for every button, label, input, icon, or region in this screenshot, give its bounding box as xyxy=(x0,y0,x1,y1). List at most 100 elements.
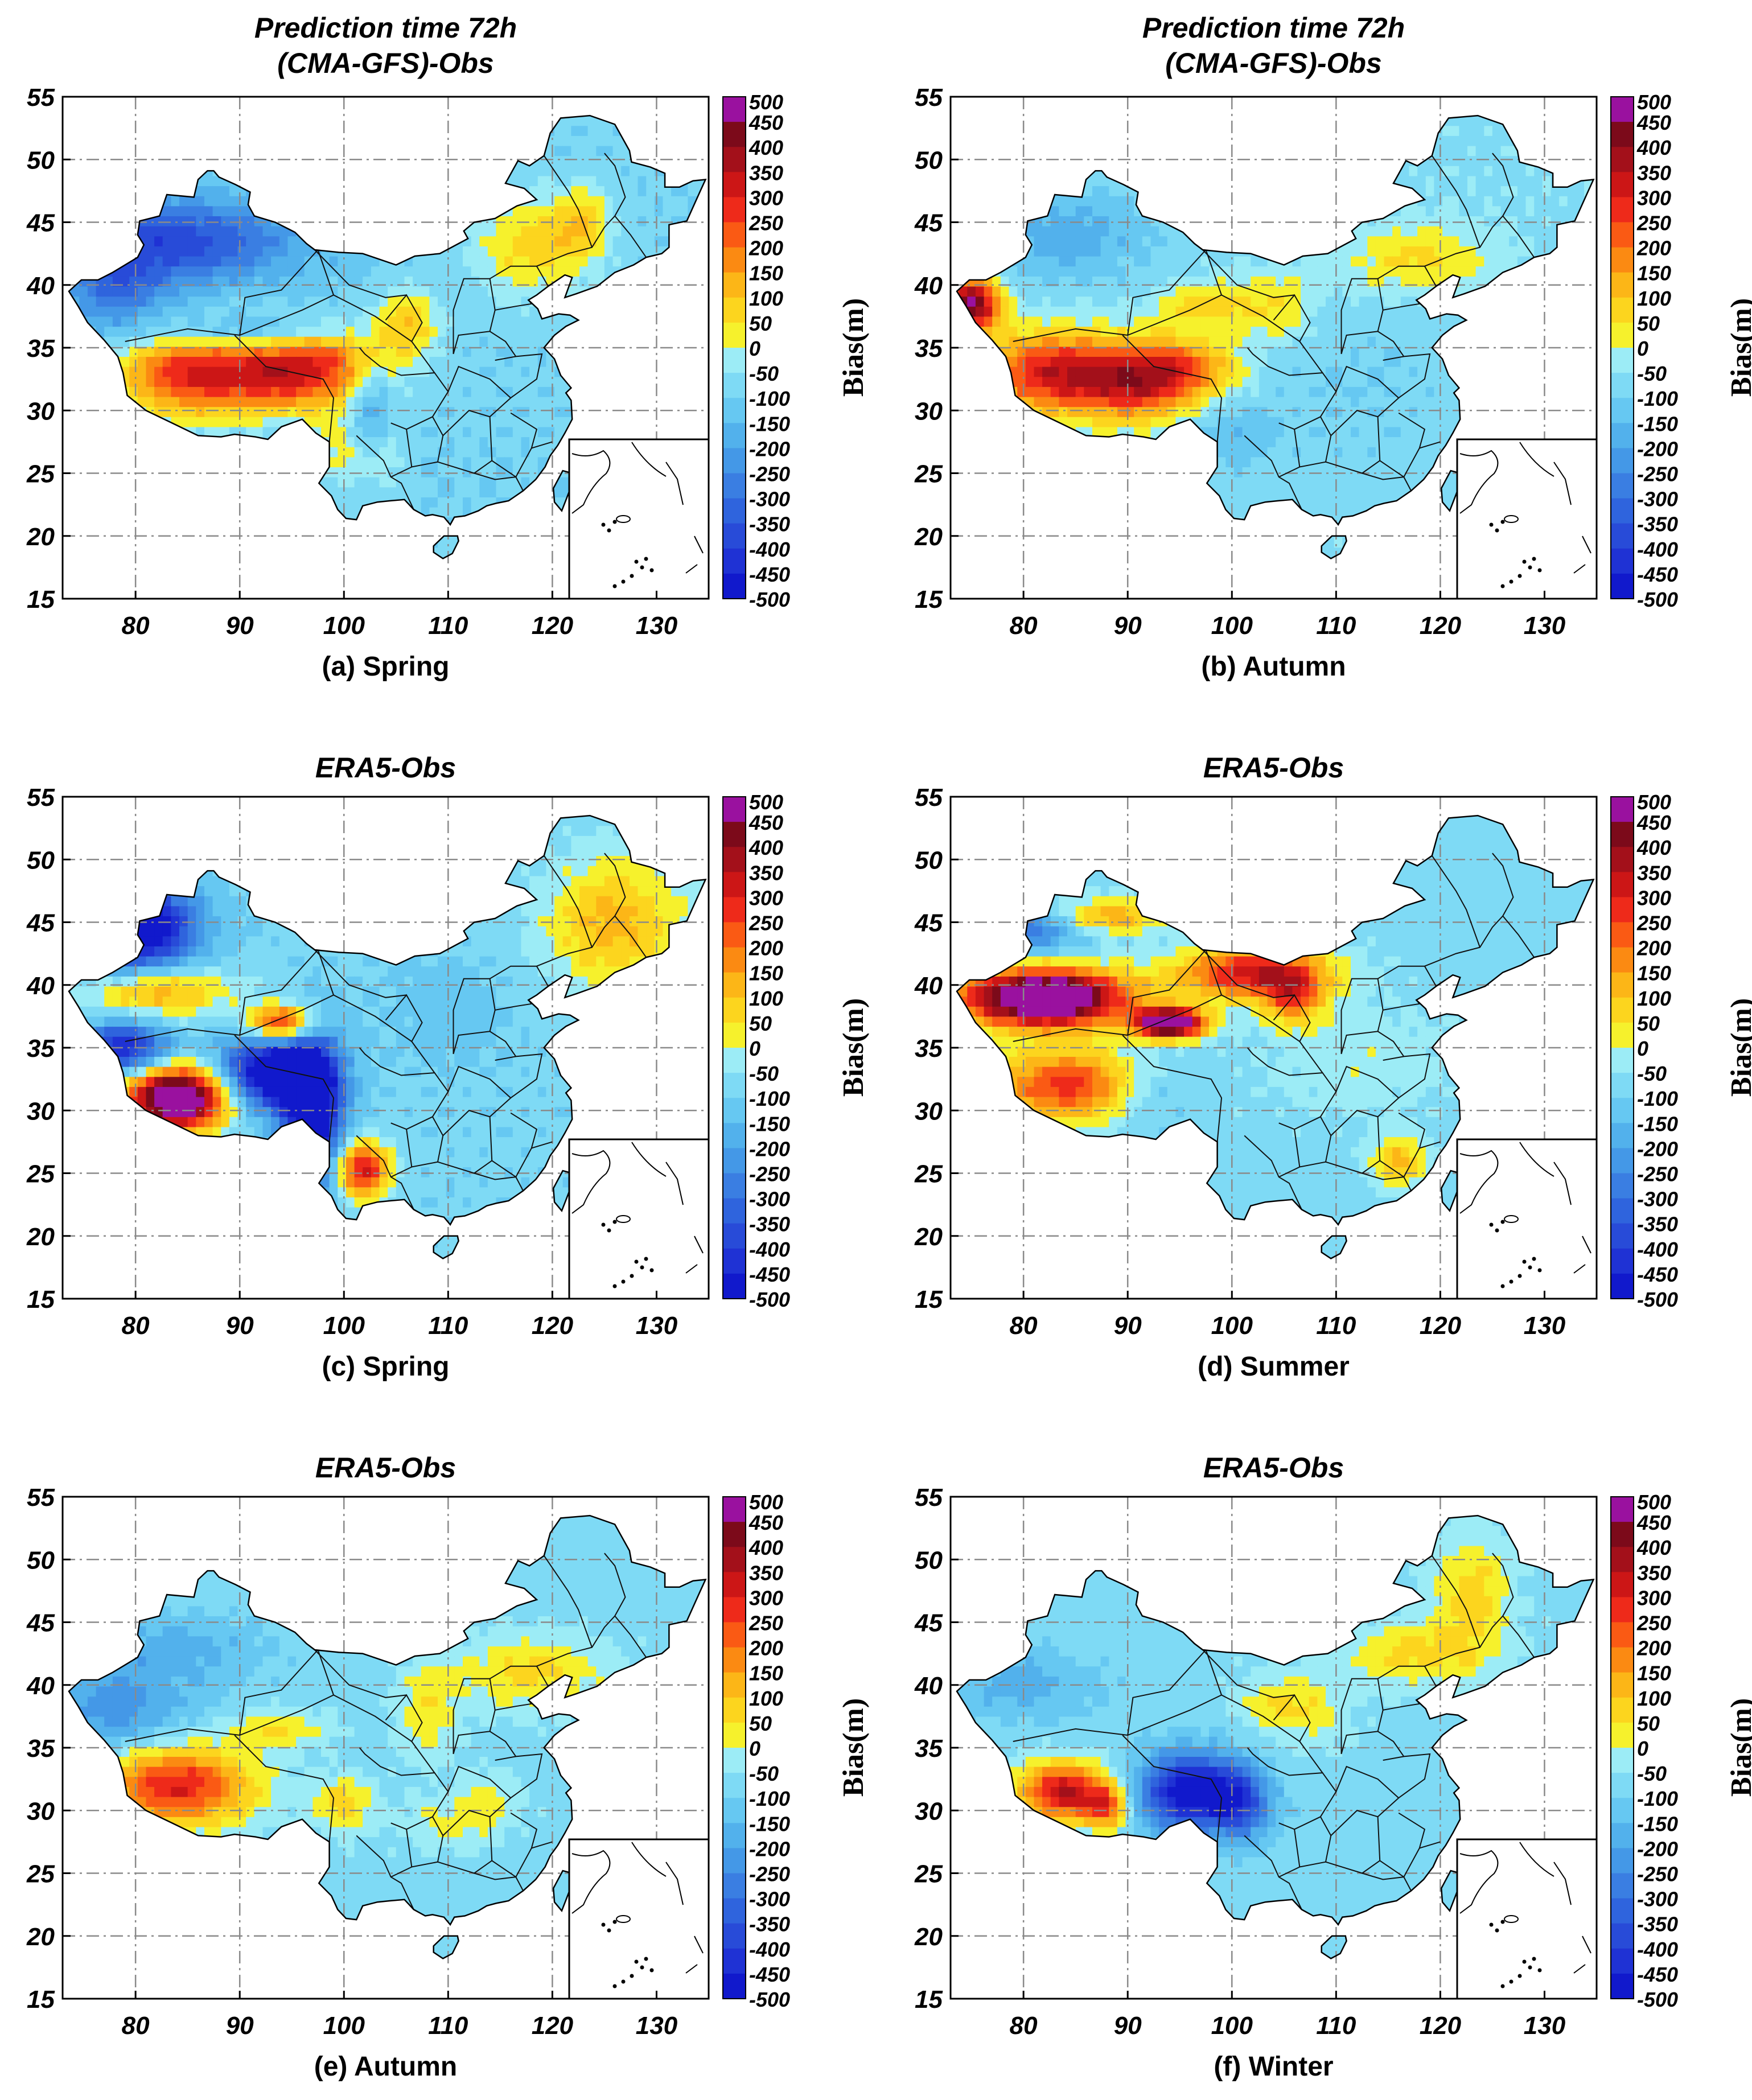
colorbar: 500450400350300250200150100500-50-100-15… xyxy=(722,90,790,611)
colorbar-level-label: 0 xyxy=(1637,337,1648,360)
colorbar: 500450400350300250200150100500-50-100-15… xyxy=(722,1490,790,2011)
colorbar-segment xyxy=(1611,797,1634,822)
colorbar-level-label: -400 xyxy=(1637,538,1678,561)
y-tick-label: 20 xyxy=(26,523,55,551)
colorbar-level-label: -200 xyxy=(1637,1137,1678,1160)
colorbar: 500450400350300250200150100500-50-100-15… xyxy=(1610,790,1678,1311)
colorbar-segment xyxy=(1611,1722,1634,1748)
map-canvas: 80 90 100 110 120 130555045403530252015500450… xyxy=(26,784,790,1340)
x-tick-label: 80 xyxy=(122,612,150,640)
colorbar-title: Bias(m) xyxy=(837,1698,870,1797)
colorbar-segment xyxy=(723,1722,746,1748)
colorbar-segment xyxy=(723,297,746,323)
panel-title-line2: (CMA-GFS)-Obs xyxy=(101,46,671,81)
colorbar-level-label: -50 xyxy=(1637,1762,1667,1785)
colorbar-level-label: -150 xyxy=(1637,1812,1678,1835)
colorbar-level-label: 0 xyxy=(749,1037,760,1060)
colorbar-level-label: 200 xyxy=(1636,237,1671,260)
y-tick-label: 40 xyxy=(26,972,55,1000)
x-tick-label: 80 xyxy=(1010,1312,1038,1340)
colorbar-level-label: 500 xyxy=(1637,90,1671,114)
colorbar-level-label: -250 xyxy=(1637,463,1678,486)
colorbar-level-label: 350 xyxy=(749,1561,783,1584)
colorbar-segment xyxy=(723,97,746,122)
y-tick-label: 50 xyxy=(915,846,943,874)
map-panel-a: Prediction time 72h (CMA-GFS)-Obs 80 90 100 1… xyxy=(0,0,876,700)
colorbar-segment xyxy=(1611,1273,1634,1299)
colorbar-segment xyxy=(1611,847,1634,872)
y-tick-label: 25 xyxy=(914,460,943,488)
panel-title: ERA5-Obs xyxy=(101,1450,671,1485)
y-tick-label: 40 xyxy=(914,972,943,1000)
south-china-sea-inset xyxy=(1456,1838,1598,2000)
colorbar-level-label: 0 xyxy=(1637,1737,1648,1760)
colorbar-level-label: -400 xyxy=(749,1938,790,1961)
y-tick-label: 20 xyxy=(914,1923,943,1951)
colorbar-segment xyxy=(723,523,746,549)
panel-caption: (f) Winter xyxy=(989,2051,1558,2082)
colorbar-segment xyxy=(723,498,746,524)
colorbar-segment xyxy=(1611,122,1634,147)
colorbar-segment xyxy=(1611,548,1634,574)
colorbar-level-label: 100 xyxy=(1637,987,1671,1010)
y-tick-label: 45 xyxy=(914,1609,943,1637)
colorbar-segment xyxy=(723,1848,746,1873)
y-tick-label: 45 xyxy=(914,909,943,937)
x-tick-label: 120 xyxy=(1420,1312,1462,1340)
x-tick-label: 90 xyxy=(1114,2012,1142,2040)
colorbar-segment xyxy=(723,1647,746,1673)
y-tick-label: 40 xyxy=(26,272,55,300)
x-tick-label: 110 xyxy=(428,1312,468,1340)
colorbar-segment xyxy=(1611,1223,1634,1249)
colorbar-level-label: -250 xyxy=(749,1863,790,1886)
colorbar-segment xyxy=(723,922,746,948)
colorbar-level-label: -450 xyxy=(1637,1263,1678,1286)
colorbar-segment xyxy=(723,247,746,273)
y-tick-label: 30 xyxy=(27,397,55,425)
colorbar-level-label: -450 xyxy=(749,563,790,586)
y-tick-label: 20 xyxy=(914,1223,943,1251)
map-panel-d: ERA5-Obs 80 90 100 110 120 130 55 50 45 40 35 30 25 20… xyxy=(888,700,1752,1400)
colorbar-segment xyxy=(1611,197,1634,223)
colorbar-level-label: -450 xyxy=(1637,563,1678,586)
colorbar-level-label: 450 xyxy=(748,811,783,834)
colorbar-level-label: -350 xyxy=(1637,513,1678,536)
panel-title: Prediction time 72h (CMA-GFS)-Obs xyxy=(101,10,671,81)
x-tick-label: 100 xyxy=(1211,1312,1253,1340)
colorbar-segment xyxy=(1611,1773,1634,1798)
colorbar-level-label: -200 xyxy=(749,1837,790,1860)
colorbar-segment xyxy=(723,1622,746,1648)
south-china-sea-inset xyxy=(568,438,710,600)
map-canvas: 80 90 100 110 120 130555045403530252015500450… xyxy=(914,784,1678,1340)
colorbar-level-label: -500 xyxy=(1637,1988,1678,2011)
y-tick-label: 15 xyxy=(27,1286,55,1313)
y-tick-label: 55 xyxy=(27,84,55,112)
x-tick-label: 90 xyxy=(226,612,254,640)
colorbar-level-label: 100 xyxy=(1637,1687,1671,1710)
y-tick-label: 30 xyxy=(27,1097,55,1125)
colorbar-level-label: 250 xyxy=(748,212,783,235)
y-tick-label: 25 xyxy=(26,1860,55,1888)
colorbar-level-label: -400 xyxy=(749,538,790,561)
colorbar-segment xyxy=(723,197,746,223)
x-tick-label: 130 xyxy=(636,2012,678,2040)
colorbar-segment xyxy=(723,473,746,499)
x-tick-label: 80 xyxy=(122,2012,150,2040)
colorbar-segment xyxy=(1611,1898,1634,1924)
y-tick-label: 35 xyxy=(915,335,943,363)
colorbar-level-label: 50 xyxy=(1637,1012,1660,1035)
colorbar-segment xyxy=(1611,297,1634,323)
x-tick-label: 110 xyxy=(428,612,468,640)
colorbar-segment xyxy=(723,1073,746,1098)
x-tick-label: 110 xyxy=(428,2012,468,2040)
panel-title: ERA5-Obs xyxy=(101,750,671,785)
colorbar-segment xyxy=(723,972,746,998)
colorbar-level-label: -100 xyxy=(1637,1787,1678,1810)
colorbar-segment xyxy=(1611,147,1634,172)
y-tick-label: 50 xyxy=(915,1546,943,1574)
x-tick-label: 80 xyxy=(1010,612,1038,640)
colorbar-title: Bias(m) xyxy=(1725,998,1752,1097)
y-tick-label: 30 xyxy=(915,1097,943,1125)
colorbar-segment xyxy=(723,1873,746,1899)
x-tick-label: 130 xyxy=(1524,2012,1566,2040)
